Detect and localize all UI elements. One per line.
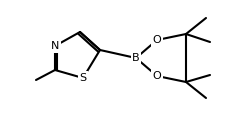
Text: B: B	[132, 53, 140, 63]
Text: O: O	[153, 71, 161, 81]
Text: O: O	[153, 35, 161, 45]
Text: N: N	[51, 41, 59, 51]
Text: S: S	[79, 73, 87, 83]
